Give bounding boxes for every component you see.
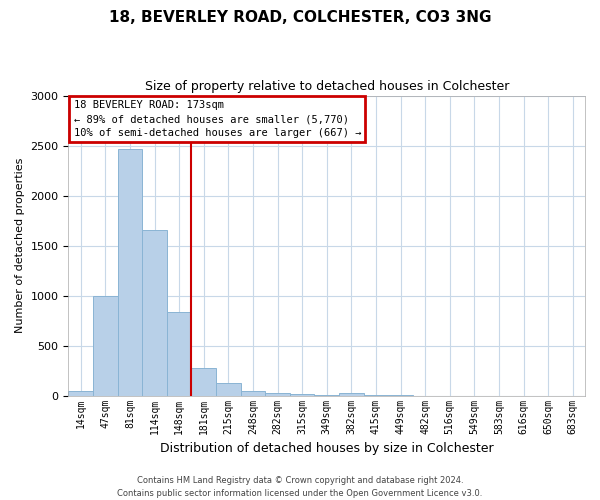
Bar bbox=[142, 230, 167, 396]
Bar bbox=[68, 390, 93, 396]
X-axis label: Distribution of detached houses by size in Colchester: Distribution of detached houses by size … bbox=[160, 442, 494, 455]
Bar bbox=[265, 392, 290, 396]
Title: Size of property relative to detached houses in Colchester: Size of property relative to detached ho… bbox=[145, 80, 509, 93]
Bar bbox=[118, 148, 142, 396]
Bar bbox=[191, 368, 216, 396]
Bar bbox=[339, 393, 364, 396]
Y-axis label: Number of detached properties: Number of detached properties bbox=[15, 158, 25, 334]
Text: Contains HM Land Registry data © Crown copyright and database right 2024.
Contai: Contains HM Land Registry data © Crown c… bbox=[118, 476, 482, 498]
Bar bbox=[290, 394, 314, 396]
Bar bbox=[388, 394, 413, 396]
Bar bbox=[167, 312, 191, 396]
Bar bbox=[216, 383, 241, 396]
Text: 18 BEVERLEY ROAD: 173sqm
← 89% of detached houses are smaller (5,770)
10% of sem: 18 BEVERLEY ROAD: 173sqm ← 89% of detach… bbox=[74, 100, 361, 138]
Bar bbox=[364, 395, 388, 396]
Text: 18, BEVERLEY ROAD, COLCHESTER, CO3 3NG: 18, BEVERLEY ROAD, COLCHESTER, CO3 3NG bbox=[109, 10, 491, 25]
Bar bbox=[314, 394, 339, 396]
Bar bbox=[93, 296, 118, 396]
Bar bbox=[241, 390, 265, 396]
